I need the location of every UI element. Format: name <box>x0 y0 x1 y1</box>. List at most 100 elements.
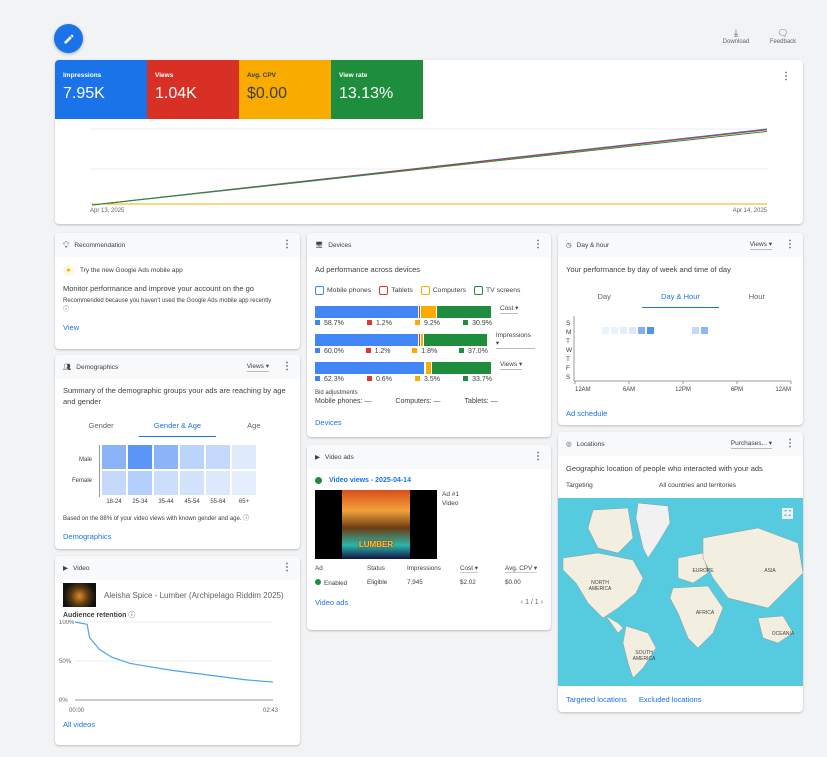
bar-segment[interactable] <box>426 362 433 374</box>
world-map[interactable]: NORTH AMERICA SOUTH AMERICA EUROPE AFRICA AS… <box>558 498 803 686</box>
next-page-icon[interactable]: › <box>540 599 543 606</box>
device-icon <box>420 286 430 295</box>
metric-value: Views <box>749 241 767 248</box>
bar-segment[interactable] <box>421 306 438 318</box>
metric-dropdown[interactable]: Views ▾ <box>246 363 269 372</box>
dayhour-tab[interactable]: Hour <box>748 292 765 301</box>
download-button[interactable]: ⤓ Download <box>718 28 754 45</box>
heatmap-cell[interactable] <box>620 327 627 334</box>
bar-segment[interactable] <box>423 334 488 346</box>
heatmap-cell[interactable] <box>701 327 708 334</box>
heatmap-cell[interactable] <box>638 327 645 334</box>
bar-segment[interactable] <box>437 306 492 318</box>
more-options-icon[interactable]: ⋮ <box>785 438 795 449</box>
heatmap-cell[interactable] <box>128 471 152 495</box>
fullscreen-icon[interactable]: ⛶ <box>782 508 793 519</box>
more-options-icon[interactable]: ⋮ <box>282 562 292 573</box>
heatmap-cell[interactable] <box>206 471 230 495</box>
metric-value: $0.00 <box>247 85 288 102</box>
column-header[interactable]: Avg. CPV ▾ <box>505 565 538 573</box>
percent-label: 33.7% <box>463 376 492 383</box>
all-videos-link[interactable]: All videos <box>63 720 96 729</box>
bar-segment[interactable] <box>315 334 419 346</box>
heatmap-cell[interactable] <box>232 445 256 469</box>
help-icon[interactable]: ⓘ <box>128 612 136 619</box>
heatmap-cell[interactable] <box>154 471 178 495</box>
x-tick-label: 12AM <box>575 387 591 393</box>
excluded-locations-link[interactable]: Excluded locations <box>638 695 702 704</box>
dayhour-tab[interactable]: Day & Hour <box>642 288 719 308</box>
heatmap-cell[interactable] <box>692 327 699 334</box>
view-link[interactable]: View <box>63 323 80 332</box>
metric-dropdown[interactable]: Views ▾ <box>749 241 772 250</box>
edit-button[interactable] <box>54 24 83 53</box>
y-tick-label: 100% <box>59 620 75 626</box>
table-cell: 7,945 <box>407 579 460 587</box>
device-icon <box>474 286 484 295</box>
heatmap-cell[interactable] <box>647 327 654 334</box>
heatmap-cell[interactable] <box>629 327 636 334</box>
demographics-tab[interactable]: Age <box>247 421 261 430</box>
region-label: NORTH AMERICA <box>588 580 612 592</box>
heatmap-cell[interactable] <box>102 471 126 495</box>
metric-tile[interactable]: View rate 13.13% <box>331 60 423 119</box>
bar-segment[interactable] <box>315 306 419 318</box>
region-label: SOUTH AMERICA <box>632 650 656 662</box>
heatmap-cell[interactable] <box>180 471 204 495</box>
metric-label[interactable]: View rate <box>339 72 368 79</box>
heatmap-cell[interactable] <box>128 445 152 469</box>
more-options-icon[interactable]: ⋮ <box>785 239 795 250</box>
lightbulb-badge-icon: ● <box>63 265 74 276</box>
metric-tile[interactable]: Avg. CPV $0.00 <box>239 60 331 119</box>
column-header: Ad <box>315 565 367 573</box>
metric-label[interactable]: Impressions <box>63 72 102 79</box>
more-options-icon[interactable]: ⋮ <box>533 239 543 250</box>
metric-dropdown[interactable]: Cost ▾ <box>500 305 519 314</box>
heatmap-cell[interactable] <box>611 327 618 334</box>
devices-link[interactable]: Devices <box>315 418 342 427</box>
metric-tile[interactable]: Views 1.04K <box>147 60 239 119</box>
metric-dropdown[interactable]: Views ▾ <box>500 361 523 370</box>
metric-label[interactable]: Avg. CPV <box>247 72 277 79</box>
video-thumbnail[interactable] <box>63 583 96 607</box>
metric-tile[interactable]: Impressions 7.95K <box>55 60 147 119</box>
bar-segment[interactable] <box>425 362 427 374</box>
heatmap-cell[interactable] <box>206 445 230 469</box>
heatmap-cell[interactable] <box>232 471 256 495</box>
column-header[interactable]: Cost ▾ <box>460 565 478 573</box>
ad-schedule-link[interactable]: Ad schedule <box>566 409 608 418</box>
help-icon[interactable]: ⓘ <box>243 516 250 522</box>
targeted-locations-link[interactable]: Targeted locations <box>566 695 627 704</box>
dayhour-tab[interactable]: Day <box>597 292 611 301</box>
metric-value: Cost <box>500 305 514 312</box>
campaign-link[interactable]: Video views - 2025-04-14 <box>329 477 411 484</box>
metric-label[interactable]: Views <box>155 72 174 79</box>
heatmap-cell[interactable] <box>602 327 609 334</box>
demographics-link[interactable]: Demographics <box>63 532 112 541</box>
prev-page-icon[interactable]: ‹ <box>520 599 524 606</box>
more-options-icon[interactable]: ⋮ <box>533 451 543 462</box>
more-options-icon[interactable]: ⋮ <box>282 361 292 372</box>
bar-segment[interactable] <box>432 362 492 374</box>
demographics-tab[interactable]: Gender & Age <box>139 417 216 437</box>
heatmap-cell[interactable] <box>180 445 204 469</box>
demographics-summary: Summary of the demographic groups your a… <box>63 386 286 406</box>
bar-segment[interactable] <box>420 334 424 346</box>
metric-value: 1.04K <box>155 85 197 102</box>
heatmap-cell[interactable] <box>102 445 126 469</box>
x-tick-label: 12PM <box>675 387 691 393</box>
metric-dropdown[interactable]: Impressions ▾ <box>495 332 535 349</box>
bar-segment[interactable] <box>315 362 426 374</box>
percent-label: 58.7% <box>315 320 344 327</box>
ad-thumbnail[interactable]: LUMBER <box>315 490 437 559</box>
more-options-icon[interactable]: ⋮ <box>282 239 292 250</box>
demographics-tab[interactable]: Gender <box>88 421 114 430</box>
bar-segment[interactable] <box>418 306 421 318</box>
feedback-button[interactable]: 🗨 Feedback <box>765 28 801 45</box>
help-icon[interactable]: ⓘ <box>63 307 70 313</box>
metric-dropdown[interactable]: Purchases... ▾ <box>730 440 772 449</box>
more-options-icon[interactable]: ⋮ <box>781 71 791 82</box>
video-ads-link[interactable]: Video ads <box>315 598 349 607</box>
bar-segment[interactable] <box>418 334 421 346</box>
heatmap-cell[interactable] <box>154 445 178 469</box>
